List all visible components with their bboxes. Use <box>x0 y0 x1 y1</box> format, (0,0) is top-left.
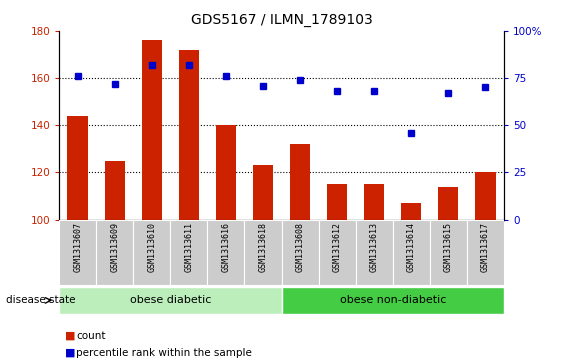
Bar <box>356 220 393 285</box>
Text: disease state: disease state <box>6 295 75 305</box>
Text: ■: ■ <box>65 331 75 341</box>
Text: GSM1313614: GSM1313614 <box>406 221 415 272</box>
Bar <box>141 40 162 220</box>
Text: percentile rank within the sample: percentile rank within the sample <box>76 348 252 358</box>
Text: GSM1313615: GSM1313615 <box>444 221 453 272</box>
Bar <box>282 287 504 314</box>
Bar <box>430 220 467 285</box>
Bar <box>319 220 356 285</box>
Text: GSM1313607: GSM1313607 <box>73 221 82 272</box>
Bar <box>178 50 199 220</box>
Bar <box>133 220 171 285</box>
Bar <box>393 220 430 285</box>
Bar <box>216 125 236 220</box>
Bar <box>401 203 422 220</box>
Text: GSM1313613: GSM1313613 <box>370 221 379 272</box>
Text: obese diabetic: obese diabetic <box>129 295 211 305</box>
Text: GSM1313609: GSM1313609 <box>110 221 119 272</box>
Bar <box>438 187 458 220</box>
Text: GSM1313612: GSM1313612 <box>333 221 342 272</box>
Bar <box>105 160 125 220</box>
Bar <box>364 184 385 220</box>
Bar <box>475 172 495 220</box>
Bar <box>171 220 207 285</box>
Bar <box>96 220 133 285</box>
Text: GDS5167 / ILMN_1789103: GDS5167 / ILMN_1789103 <box>191 13 372 27</box>
Bar <box>253 166 273 220</box>
Text: GSM1313618: GSM1313618 <box>258 221 267 272</box>
Bar <box>207 220 244 285</box>
Text: obese non-diabetic: obese non-diabetic <box>339 295 446 305</box>
Bar <box>68 116 88 220</box>
Bar <box>327 184 347 220</box>
Text: GSM1313610: GSM1313610 <box>148 221 157 272</box>
Bar <box>467 220 504 285</box>
Text: GSM1313608: GSM1313608 <box>296 221 305 272</box>
Bar <box>244 220 282 285</box>
Text: count: count <box>76 331 105 341</box>
Text: GSM1313617: GSM1313617 <box>481 221 490 272</box>
Text: GSM1313611: GSM1313611 <box>184 221 193 272</box>
Bar <box>59 220 96 285</box>
Text: GSM1313616: GSM1313616 <box>221 221 230 272</box>
Bar <box>290 144 310 220</box>
Text: ■: ■ <box>65 348 75 358</box>
Bar <box>282 220 319 285</box>
Bar <box>59 287 282 314</box>
